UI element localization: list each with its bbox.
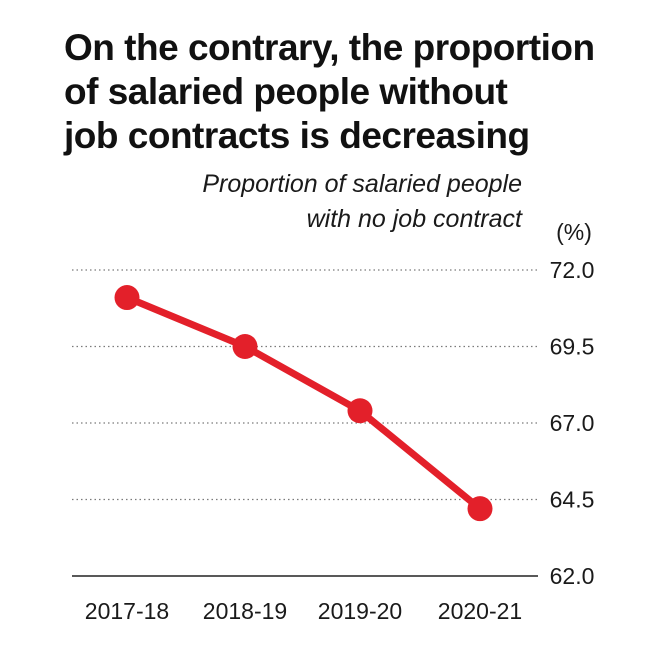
data-point — [232, 334, 258, 359]
y-tick-label: 62.0 — [550, 563, 595, 589]
chart-title-line-3: job contracts is decreasing — [64, 115, 530, 156]
series-line — [123, 294, 484, 513]
x-tick-label: 2018-19 — [203, 598, 287, 624]
chart-title-line-2: of salaried people without — [64, 71, 508, 112]
x-axis-ticks: 2017-18 2018-19 2019-20 2020-21 — [85, 598, 522, 624]
data-point — [467, 496, 493, 522]
data-point — [347, 398, 373, 424]
chart-title-line-1: On the contrary, the proportion — [64, 27, 595, 68]
y-axis-ticks: 72.0 69.5 67.0 64.5 62.0 — [550, 257, 595, 589]
chart-subtitle-line-2: with no job contract — [306, 205, 522, 233]
series-line-group — [114, 285, 493, 522]
chart-subtitle: Proportion of salaried people with no jo… — [202, 167, 522, 237]
y-tick-label: 69.5 — [550, 334, 595, 360]
y-tick-label: 72.0 — [550, 257, 595, 283]
x-tick-label: 2020-21 — [438, 598, 522, 624]
y-tick-label: 64.5 — [550, 487, 595, 513]
gridlines — [72, 269, 538, 577]
x-tick-label: 2017-18 — [85, 598, 169, 624]
data-point — [114, 285, 140, 311]
chart-subtitle-line-1: Proportion of salaried people — [202, 170, 522, 198]
chart-title: On the contrary, the proportion of salar… — [64, 26, 644, 158]
y-axis-unit-label: (%) — [556, 219, 592, 245]
y-tick-label: 67.0 — [550, 410, 595, 436]
x-tick-label: 2019-20 — [318, 598, 402, 624]
